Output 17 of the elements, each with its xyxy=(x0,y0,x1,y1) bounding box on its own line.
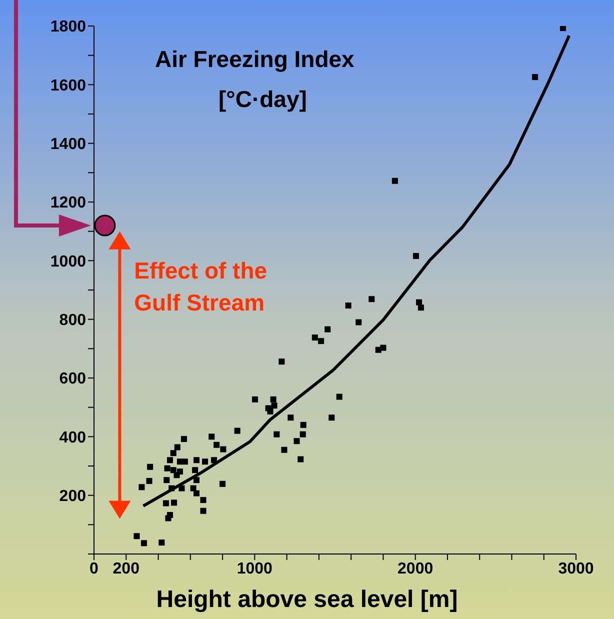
annotation: Effect of the Gulf Stream xyxy=(134,257,268,316)
y-tick-label: 600 xyxy=(59,370,86,388)
x-tick-label: 200 xyxy=(112,560,140,578)
x-tick-label: 0 xyxy=(90,560,99,578)
y-tick-label: 1400 xyxy=(50,136,86,154)
y-tick-label: 1800 xyxy=(50,18,86,36)
y-tick-label: 200 xyxy=(59,488,86,506)
x-tick-label: 1000 xyxy=(236,560,273,578)
y-tick-label: 1200 xyxy=(50,194,86,212)
y-tick-label: 1000 xyxy=(50,253,86,270)
x-tick-label: 3000 xyxy=(558,560,594,578)
y-tick-label: 800 xyxy=(59,312,86,330)
x-tick-label: 2000 xyxy=(398,560,434,578)
y-axis-title: Air Freezing Index [°C·day] xyxy=(154,46,355,112)
y-tick-label: 1600 xyxy=(50,77,86,94)
x-axis-title: Height above sea level [m] xyxy=(155,586,459,614)
y-tick-label: 400 xyxy=(59,429,86,446)
